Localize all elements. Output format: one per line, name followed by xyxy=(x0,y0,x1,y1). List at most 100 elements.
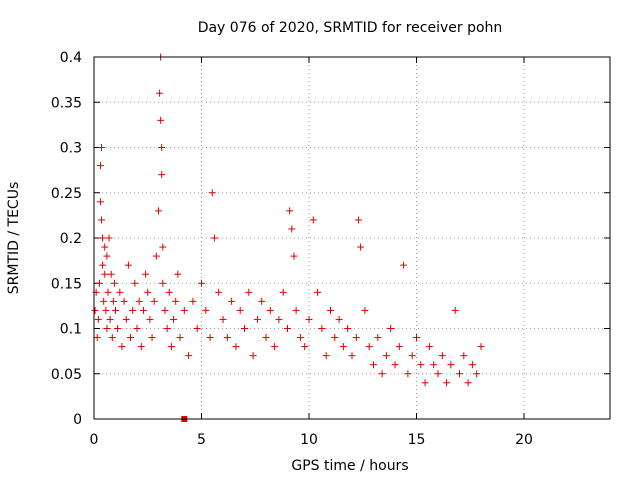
data-point xyxy=(193,325,201,332)
data-point xyxy=(395,343,403,351)
data-point xyxy=(98,216,106,224)
x-tick-label: 10 xyxy=(300,432,318,448)
data-point xyxy=(464,379,472,387)
y-tick-label: 0.05 xyxy=(51,367,82,383)
data-point xyxy=(120,297,128,305)
data-point xyxy=(284,325,291,332)
y-axis-label: SRMTID / TECUs xyxy=(6,182,22,295)
data-point xyxy=(148,334,156,342)
data-point xyxy=(114,325,122,332)
data-point xyxy=(101,243,109,251)
data-point xyxy=(104,288,112,296)
data-point xyxy=(271,343,279,351)
data-point xyxy=(157,116,165,124)
y-tick-label: 0.3 xyxy=(60,141,82,157)
data-point xyxy=(150,297,158,305)
data-point xyxy=(322,352,330,360)
y-tick-label: 0.25 xyxy=(51,186,82,202)
data-point xyxy=(124,261,132,269)
data-point xyxy=(176,334,184,342)
data-point xyxy=(109,297,117,305)
data-point xyxy=(103,325,111,332)
data-point xyxy=(314,288,322,296)
data-point xyxy=(158,171,166,179)
data-point xyxy=(425,343,433,351)
data-point xyxy=(158,144,166,151)
data-point xyxy=(408,352,416,360)
data-point xyxy=(327,306,334,314)
y-tick-label: 0 xyxy=(73,412,82,428)
x-tick-label: 5 xyxy=(197,432,206,448)
data-point xyxy=(374,334,382,342)
data-point xyxy=(137,343,145,351)
data-point xyxy=(107,270,115,278)
data-point xyxy=(331,334,339,342)
data-point xyxy=(387,325,395,332)
data-point xyxy=(163,325,171,332)
data-point xyxy=(352,334,360,342)
data-point xyxy=(129,306,137,314)
data-point xyxy=(206,334,214,342)
data-point xyxy=(223,334,231,342)
data-point xyxy=(172,297,180,305)
data-point xyxy=(473,370,481,378)
data-point xyxy=(460,352,468,360)
data-point xyxy=(378,370,386,378)
data-point xyxy=(266,306,274,314)
data-point xyxy=(189,297,197,305)
data-point xyxy=(468,361,476,369)
data-point xyxy=(161,306,169,314)
data-point xyxy=(296,334,304,342)
data-point xyxy=(110,279,118,287)
data-point xyxy=(135,297,143,305)
y-tick-label: 0.35 xyxy=(51,95,82,111)
data-point xyxy=(165,288,173,296)
data-point xyxy=(174,270,182,278)
data-point xyxy=(382,352,390,360)
data-point xyxy=(348,352,356,360)
data-point xyxy=(156,89,164,97)
data-point xyxy=(451,306,459,314)
data-point xyxy=(93,334,101,342)
data-point xyxy=(91,306,99,314)
data-point xyxy=(98,144,106,151)
data-point xyxy=(208,189,216,197)
data-point xyxy=(101,270,109,278)
data-point xyxy=(318,325,326,332)
data-point xyxy=(290,252,298,260)
data-point xyxy=(301,343,309,351)
data-point xyxy=(167,343,175,351)
plot-frame xyxy=(93,56,611,420)
data-point xyxy=(288,225,296,233)
data-point xyxy=(122,315,130,323)
x-tick-labels: 0 5 10 15 20 xyxy=(90,432,533,448)
data-point xyxy=(228,297,236,305)
data-point xyxy=(404,370,412,378)
data-point xyxy=(365,343,373,351)
data-point xyxy=(258,297,266,305)
x-tick-label: 0 xyxy=(90,432,99,448)
data-point xyxy=(102,306,110,314)
data-point xyxy=(210,234,218,242)
data-point xyxy=(434,370,442,378)
data-point xyxy=(96,198,104,206)
y-tick-label: 0.2 xyxy=(60,231,82,247)
data-point xyxy=(241,325,248,332)
data-point xyxy=(417,361,425,369)
x-tick-label: 15 xyxy=(408,432,426,448)
data-point xyxy=(95,279,103,287)
data-point xyxy=(262,334,270,342)
data-point xyxy=(370,361,377,369)
data-point xyxy=(118,343,126,351)
data-point xyxy=(159,243,167,251)
data-point xyxy=(180,306,188,314)
data-point xyxy=(219,315,227,323)
data-point xyxy=(159,279,167,287)
data-point xyxy=(400,261,408,269)
y-tick-label: 0.15 xyxy=(51,276,82,292)
data-point xyxy=(155,207,162,215)
data-point xyxy=(131,279,139,287)
data-point xyxy=(108,334,116,342)
data-point xyxy=(146,315,154,323)
